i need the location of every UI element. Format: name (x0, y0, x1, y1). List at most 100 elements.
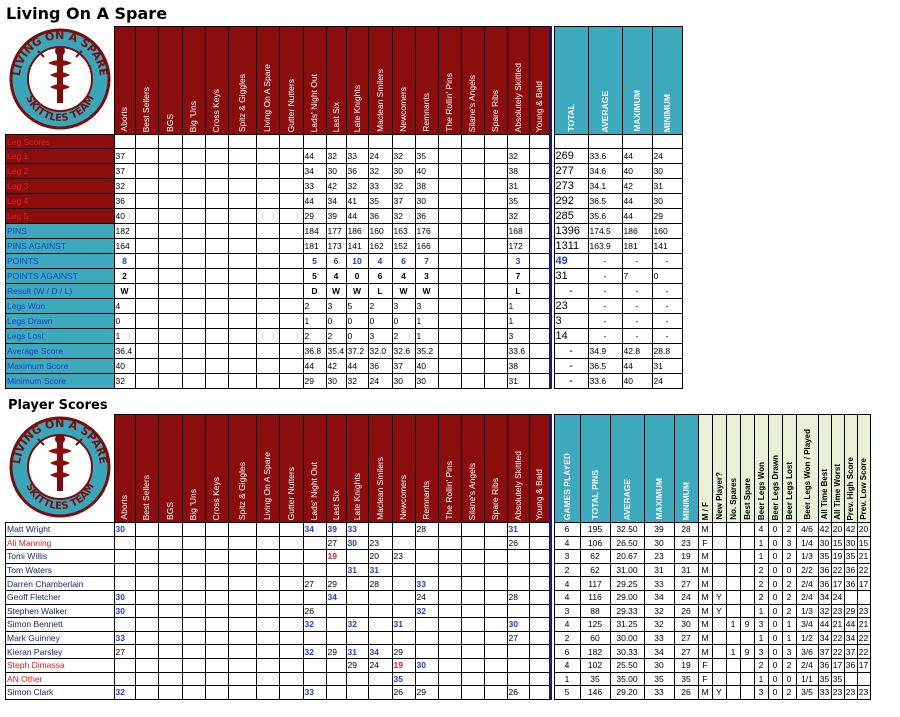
summary-cell: - (553, 358, 589, 374)
extra-cell: 1 (781, 630, 797, 646)
score-cell (437, 373, 462, 389)
logo-cell: LIVING ON A SPARE SKITTLES TEAM (6, 27, 115, 135)
stat-cell: 106 (579, 535, 611, 551)
column-separator (548, 148, 554, 164)
player-row: Steph Dimassa 29 24 19 30 4 102 25.50 30 19 F 2 0 2 2/… (5, 657, 871, 673)
score-cell (134, 522, 159, 537)
stat-cell: 6 (553, 522, 581, 537)
score-cell (278, 298, 304, 314)
score-cell (391, 630, 416, 646)
player-row: Tom Waters 31 31 2 62 31.00 31 31 M 2 0 0 2/2 36 22 36 2… (5, 562, 871, 578)
score-cell (157, 535, 183, 551)
score-cell: 26 (506, 685, 530, 700)
score-cell (255, 208, 280, 224)
extra-cell: 0 (767, 657, 783, 673)
score-cell (134, 328, 159, 344)
score-cell (528, 589, 551, 605)
score-cell (227, 630, 257, 646)
stat-cell: 27 (673, 644, 699, 659)
extra-cell (725, 671, 741, 687)
score-cell (437, 268, 462, 284)
extra-cell (725, 589, 741, 605)
score-cell: 31 (506, 373, 530, 389)
extra-cell (739, 589, 755, 605)
team-header: Aborts (113, 26, 136, 135)
score-cell: 32.6 (391, 343, 416, 359)
score-cell (278, 685, 304, 700)
summary-cell: 14 (553, 328, 589, 344)
score-cell (181, 343, 206, 359)
extra-cell: 0 (767, 644, 783, 659)
score-cell (227, 148, 257, 164)
score-cell (437, 589, 462, 605)
score-cell (134, 617, 159, 632)
score-cell (325, 657, 347, 673)
score-cell (460, 283, 485, 299)
score-cell (460, 549, 485, 564)
score-cell (437, 328, 462, 344)
score-cell: 28 (414, 522, 439, 537)
extra-cell: Y (711, 589, 727, 605)
score-cell (460, 268, 485, 284)
score-cell (437, 283, 462, 299)
score-cell (437, 685, 462, 700)
score-cell: 7 (506, 268, 530, 284)
player-scores-table: LIVING ON A SPARE SKITTLES TEAM Aborts Best… (5, 414, 871, 700)
score-cell (483, 603, 508, 619)
team-header-label: Last Six (330, 489, 341, 520)
score-cell (437, 603, 462, 619)
summary-header-label: AVERAGE (599, 90, 610, 132)
row-label: Legs Drawn (5, 313, 115, 329)
extra-cell: M (697, 630, 713, 646)
stat-cell: 32 (643, 603, 675, 619)
summary-cell: 44 (621, 193, 653, 209)
score-cell (483, 358, 508, 374)
stat-cell: 3 (553, 549, 581, 564)
stat-header-label: GAMES PLAYED (561, 452, 572, 520)
score-cell (157, 373, 183, 389)
column-separator (548, 563, 554, 577)
summary-cell: 44 (621, 208, 653, 224)
score-cell: 5 (302, 268, 327, 284)
score-cell (460, 238, 485, 254)
summary-cell: 7 (621, 268, 653, 284)
extra-cell: 22 (856, 644, 871, 659)
column-separator (548, 522, 554, 537)
extra-cell: 1 (753, 630, 769, 646)
score-cell (134, 178, 159, 194)
score-cell: 1 (113, 328, 136, 344)
score-cell: 37 (391, 193, 416, 209)
extra-cell: 36 (843, 576, 858, 591)
summary-cell: 40 (621, 373, 653, 389)
team-header-label: Newcomers (398, 475, 408, 520)
score-cell (227, 576, 257, 591)
extra-cell (739, 603, 755, 619)
summary-cell: 29 (651, 208, 683, 224)
score-cell (302, 671, 327, 687)
score-cell (227, 193, 257, 209)
score-cell (483, 589, 508, 605)
score-cell: 4 (367, 253, 393, 269)
score-cell (157, 603, 183, 619)
score-cell: 29 (391, 644, 416, 659)
score-cell (134, 358, 159, 374)
score-cell (506, 657, 530, 673)
extra-header: No. Spares (725, 414, 741, 523)
score-cell (483, 193, 508, 209)
summary-cell: - (587, 253, 623, 269)
team-header: Absolutely Skittled (506, 26, 530, 135)
player-name: AN Other (5, 671, 115, 687)
score-cell: W (345, 283, 369, 299)
team-header-label: Cross Keys (211, 88, 221, 132)
score-cell: 164 (113, 238, 136, 254)
score-cell (483, 253, 508, 269)
score-cell: 19 (391, 657, 416, 673)
score-cell (255, 343, 280, 359)
extra-cell: 17 (856, 576, 871, 591)
stat-cell: 23 (643, 549, 675, 564)
player-name: Kieran Parsley (5, 644, 115, 659)
score-cell: 35.2 (414, 343, 439, 359)
score-cell (113, 562, 136, 578)
player-name: Mark Guinney (5, 630, 115, 646)
summary-cell: 1396 (553, 223, 589, 239)
